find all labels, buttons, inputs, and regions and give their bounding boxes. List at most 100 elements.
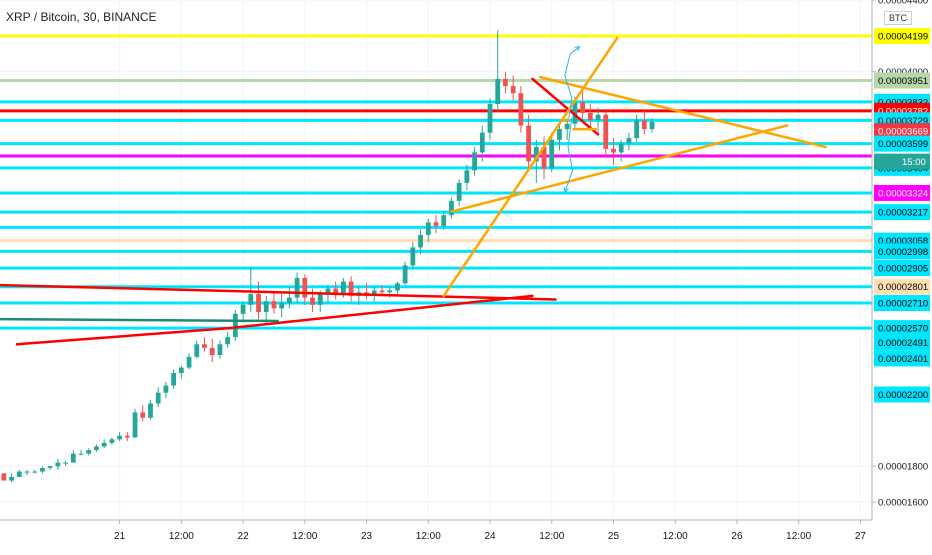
candle-body [155, 392, 161, 404]
candle-body [263, 301, 269, 312]
time-axis-background [0, 520, 932, 550]
time-tick-label: 12:00 [169, 531, 194, 542]
grid [0, 0, 872, 520]
candle-body [248, 294, 254, 305]
candle-body [518, 93, 524, 126]
price-level-label: 0.00002200 [878, 390, 928, 401]
candle-body [217, 344, 223, 356]
trendline [442, 36, 619, 298]
trendline [0, 283, 349, 296]
candle-body [63, 462, 68, 464]
candle-body [47, 466, 53, 468]
price-level-badge [874, 350, 930, 367]
candle-body [541, 147, 547, 169]
candle-body [441, 215, 447, 226]
candle-body [9, 476, 14, 481]
price-level-badge [874, 204, 930, 221]
candle-body [40, 468, 45, 472]
candle-body [94, 446, 99, 451]
candle-body [16, 471, 22, 477]
time-tick-label: 12:00 [663, 531, 688, 542]
candle-body [294, 277, 300, 298]
chart-title: XRP / Bitcoin, 30, BINANCE [6, 10, 157, 24]
candle-body [178, 367, 184, 373]
time-tick-label: 12:00 [292, 531, 317, 542]
candle-body [86, 450, 92, 454]
price-tick-label: 0.00001800 [878, 462, 928, 473]
candle-body [286, 297, 292, 304]
price-level-label: 0.00003729 [878, 116, 928, 127]
candle-body [503, 78, 508, 87]
candle-body [1, 473, 7, 481]
price-tick-label: 0.00001600 [878, 498, 928, 509]
candle-body [333, 288, 339, 295]
time-tick-label: 21 [114, 531, 126, 542]
candle-body [495, 78, 501, 104]
candle-body [634, 120, 640, 139]
currency-label[interactable]: BTC [884, 11, 912, 25]
candle-body [24, 471, 30, 473]
projection-arrow-head [563, 186, 569, 193]
candle-body [279, 303, 285, 309]
candle-body [302, 277, 308, 298]
time-tick-label: 12:00 [416, 531, 441, 542]
candle-body [317, 294, 323, 305]
price-level-badge [874, 320, 930, 337]
price-level-label: 0.00003669 [878, 127, 928, 138]
candle-body [418, 234, 423, 248]
trendline [538, 75, 827, 149]
price-level-badge [874, 334, 930, 351]
time-tick-label: 25 [608, 531, 620, 542]
candle-body [55, 462, 61, 467]
candle-body [186, 356, 192, 368]
price-level-badge [874, 123, 930, 140]
price-level-badge [874, 184, 930, 201]
price-axis[interactable]: 0.000044000.000040000.000018000.00001600… [871, 0, 932, 550]
candle-body [449, 200, 454, 216]
candle-body [371, 290, 377, 296]
candle-body [580, 102, 586, 113]
candle-body [402, 265, 408, 284]
trendline [0, 317, 280, 323]
trendline [15, 326, 231, 346]
candle-body [487, 104, 493, 133]
candle-body [109, 439, 115, 443]
price-level-badge [874, 28, 930, 45]
projection-arrow [564, 46, 580, 119]
candle-body [464, 170, 470, 183]
time-tick-label: 22 [238, 531, 250, 542]
candle-body [225, 337, 231, 345]
price-level-badge [874, 135, 930, 152]
price-level-label: 0.00003599 [878, 139, 928, 150]
time-axis[interactable]: 21 12:00 22 12:00 23 12:00 24 12:00 25 12:00 26 12:… [0, 519, 932, 550]
candle-body [325, 288, 331, 295]
candle-body [240, 304, 246, 314]
price-level-label: 0.00003217 [878, 208, 928, 219]
price-level-label: 0.00003324 [878, 188, 928, 199]
candle-body [387, 290, 393, 293]
candle-body [410, 247, 416, 266]
candle-body [310, 297, 315, 305]
candle-body [140, 412, 146, 418]
trendline [227, 294, 534, 330]
candle-body [163, 385, 169, 393]
candle-body [70, 453, 76, 463]
time-tick-label: 23 [361, 531, 373, 542]
time-tick-label: 27 [855, 531, 867, 542]
candle-body [595, 114, 601, 121]
candle-body [171, 372, 177, 386]
candle-body [209, 347, 215, 356]
price-level-label: 0.00002401 [878, 354, 928, 365]
candle-body [603, 114, 609, 149]
time-tick-label: 24 [484, 531, 496, 542]
candle-body [348, 281, 354, 296]
candles [1, 30, 655, 483]
countdown-badge [874, 153, 930, 170]
candle-body [271, 301, 277, 309]
candle-body [649, 121, 655, 130]
price-level-label: 0.00002491 [878, 338, 928, 349]
candle-body [117, 435, 123, 440]
candle-body [256, 294, 261, 312]
